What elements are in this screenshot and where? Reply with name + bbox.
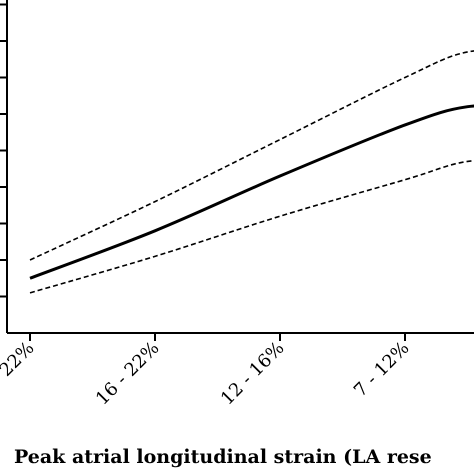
x-tick-label: 7 - 12% [350,338,414,402]
y-ticks [0,3,7,298]
x-tick-label: 16 - 22% [92,338,164,410]
x-ticks: 22% 16 - 22% 12 - 16% 7 - 12% [0,333,414,409]
series-line-lower-ci [29,159,474,294]
series-layer [29,50,474,294]
series-line-upper-ci [29,50,474,261]
x-tick-label: 12 - 16% [217,338,289,410]
series-line-estimate [29,104,474,280]
axes-layer [6,0,474,334]
x-tick-label: 22% [0,338,39,381]
x-axis-title: Peak atrial longitudinal strain (LA rese [14,446,432,468]
